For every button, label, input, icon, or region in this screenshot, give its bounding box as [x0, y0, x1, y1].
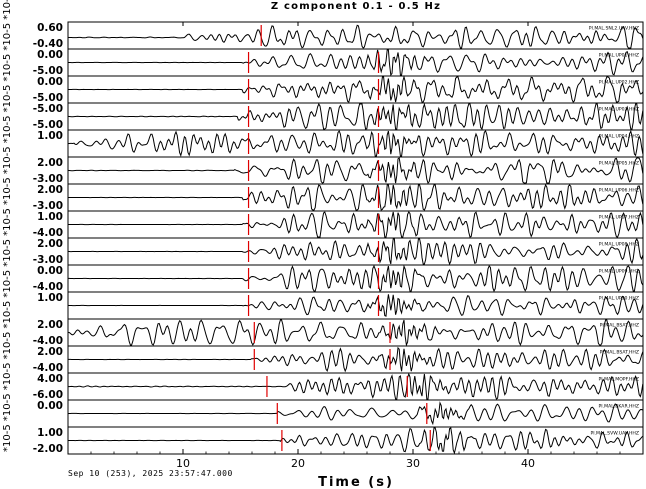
- waveform-trace: [68, 183, 644, 211]
- waveform-trace: [67, 129, 644, 158]
- station-label: PI.MAL.UP01.HHZ: [599, 53, 639, 59]
- y-top-label: 1.00: [37, 130, 63, 142]
- trace-panel: 1.00 -4.00 PI.MAL.UP07.HHZ: [33, 210, 644, 239]
- waveform-trace: [67, 24, 644, 49]
- waveform-trace: [68, 75, 644, 103]
- station-label: PI.MAL.UP03.HHZ: [599, 107, 639, 113]
- trace-panel: 0.00 PI.MAL.BKAR.HHZ: [37, 399, 644, 428]
- station-label: PI.MAL.MOPF.HHZ: [599, 377, 639, 383]
- waveform-trace: [68, 372, 644, 400]
- trace-panel: 4.00 -6.00 PI.MAL.MOPF.HHZ: [33, 372, 644, 401]
- waveform-trace: [68, 264, 644, 293]
- y-top-label: 2.00: [37, 238, 63, 250]
- y-top-label: 2.00: [37, 346, 63, 358]
- waveform-trace: [67, 157, 644, 184]
- y-top-label: 2.00: [37, 157, 63, 169]
- y-bottom-label: -4.00: [33, 362, 63, 374]
- waveform-trace: [67, 102, 644, 131]
- x-tick-label: 40: [521, 457, 535, 470]
- y-bottom-label: -3.00: [33, 200, 63, 212]
- trace-panel: 2.00 -3.00 PI.MAL.UP05.HHZ: [33, 156, 644, 185]
- y-top-label: 0.00: [37, 76, 63, 88]
- panel-frame: [67, 21, 644, 50]
- station-label: PI.MAL.UP07.HHZ: [599, 215, 639, 221]
- waveform-trace: [68, 427, 644, 455]
- station-label: PI.MAL.UP04.HHZ: [599, 134, 639, 140]
- y-multiplier-label: *10-5 *10-5 *10-5 *10-5 *10-5 *10-5 *10-…: [2, 0, 13, 452]
- y-bottom-label: -4.00: [33, 335, 63, 347]
- y-bottom-label: -4.00: [33, 227, 63, 239]
- trace-panel: 0.00 -5.00 PI.MAL.UP02.HHZ: [33, 75, 644, 104]
- y-bottom-label: -6.00: [33, 389, 63, 401]
- trace-panel: 2.00 -3.00 PI.MAL.UP08.HHZ: [33, 237, 644, 266]
- waveform-trace: [67, 401, 643, 426]
- y-top-label: 0.00: [37, 265, 63, 277]
- trace-panel: 1.00 PI.MAL.UP04.HHZ: [37, 129, 644, 158]
- y-bottom-label: -5.00: [33, 65, 63, 77]
- y-top-label: 1.00: [37, 211, 63, 223]
- waveform-trace: [67, 319, 644, 347]
- station-label: PI.MAL.UP08.HHZ: [599, 242, 639, 248]
- trace-panel: 0.60 -0.40 PI.MAL.SNL2.UAV.HNZ: [33, 21, 644, 50]
- trace-panel: 2.00 -4.00 PI.MAL.BSAT.HHZ: [33, 345, 644, 374]
- station-label: PI.MAL.UP06.HHZ: [599, 188, 639, 194]
- chart-title: Z component 0.1 - 0.5 Hz: [271, 1, 441, 12]
- waveform-trace: [68, 346, 644, 373]
- station-label: PI.MAL.BKAR.HHZ: [599, 404, 639, 410]
- y-top-label: -5.00: [33, 103, 63, 115]
- trace-panel: 2.00 -3.00 PI.MAL.UP06.HHZ: [33, 183, 644, 212]
- date-label: Sep 10 (253), 2025 23:57:47.000: [68, 469, 233, 478]
- y-top-label: 0.00: [37, 400, 63, 412]
- station-label: PI.MAL.UP09.HHZ: [599, 269, 639, 275]
- y-bottom-label: -0.40: [33, 38, 63, 50]
- y-bottom-label: -5.00: [33, 119, 63, 131]
- y-top-label: 2.00: [37, 319, 63, 331]
- y-top-label: 2.00: [37, 184, 63, 196]
- y-top-label: 1.00: [37, 292, 63, 304]
- trace-panel: 0.00 -5.00 PI.MAL.UP01.HHZ: [33, 48, 644, 77]
- waveform-trace: [68, 211, 644, 238]
- x-tick-label: 10: [176, 457, 190, 470]
- y-bottom-label: -3.00: [33, 254, 63, 266]
- trace-panel: 1.00 -2.00 PI.MAL.SVW.UAV.HHZ: [33, 426, 644, 455]
- x-tick-label: 30: [406, 457, 420, 470]
- trace-panel: 0.00 -4.00 PI.MAL.UP09.HHZ: [33, 264, 644, 293]
- y-top-label: 0.60: [37, 22, 63, 34]
- y-bottom-label: -3.00: [33, 173, 63, 185]
- x-axis-label: Time (s): [318, 475, 394, 489]
- station-label: PI.MAL.UP05.HHZ: [599, 161, 639, 167]
- trace-panel: 2.00 -4.00 PI.MAL.BSAT.HHZ: [33, 318, 644, 347]
- y-bottom-label: -5.00: [33, 92, 63, 104]
- station-label: PI.MAL.BSAT.HHZ: [600, 323, 639, 329]
- waveform-trace: [68, 49, 644, 77]
- station-label: PI.MAL.BSAT.HHZ: [600, 350, 639, 356]
- y-bottom-label: -4.00: [33, 281, 63, 293]
- station-label: PI.MAL.UP10.HHZ: [599, 296, 639, 302]
- waveform-trace: [67, 294, 644, 317]
- x-tick-label: 20: [291, 457, 305, 470]
- trace-panel: 1.00 PI.MAL.UP10.HHZ: [37, 291, 644, 320]
- y-top-label: 1.00: [37, 427, 63, 439]
- waveform-trace: [67, 237, 644, 266]
- y-top-label: 4.00: [37, 373, 63, 385]
- y-bottom-label: -2.00: [33, 443, 63, 455]
- station-label: PI.MAL.SNL2.UAV.HNZ: [589, 26, 639, 32]
- station-label: PI.MAL.UP02.HHZ: [599, 80, 639, 86]
- trace-panel: -5.00 -5.00 PI.MAL.UP03.HHZ: [33, 102, 644, 131]
- y-top-label: 0.00: [37, 49, 63, 61]
- station-label: PI.MAL.SVW.UAV.HHZ: [590, 431, 639, 437]
